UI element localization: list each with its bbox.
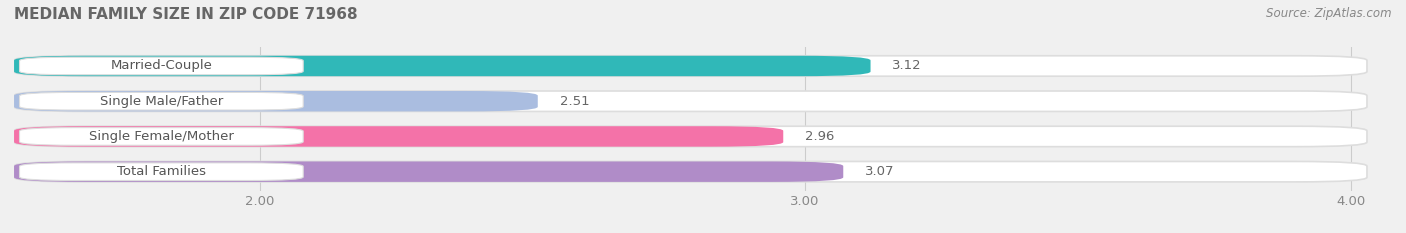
FancyBboxPatch shape: [14, 126, 1367, 147]
FancyBboxPatch shape: [14, 161, 1367, 182]
Text: Single Male/Father: Single Male/Father: [100, 95, 224, 108]
Text: 2.96: 2.96: [806, 130, 834, 143]
Text: MEDIAN FAMILY SIZE IN ZIP CODE 71968: MEDIAN FAMILY SIZE IN ZIP CODE 71968: [14, 7, 357, 22]
FancyBboxPatch shape: [14, 56, 1367, 76]
FancyBboxPatch shape: [14, 91, 537, 111]
FancyBboxPatch shape: [14, 126, 783, 147]
Text: Single Female/Mother: Single Female/Mother: [89, 130, 233, 143]
Text: Married-Couple: Married-Couple: [111, 59, 212, 72]
FancyBboxPatch shape: [14, 56, 870, 76]
FancyBboxPatch shape: [14, 91, 1367, 111]
Text: 3.12: 3.12: [893, 59, 922, 72]
FancyBboxPatch shape: [20, 128, 304, 145]
Text: Total Families: Total Families: [117, 165, 205, 178]
FancyBboxPatch shape: [20, 57, 304, 75]
Text: 2.51: 2.51: [560, 95, 589, 108]
FancyBboxPatch shape: [20, 93, 304, 110]
FancyBboxPatch shape: [20, 163, 304, 181]
Text: Source: ZipAtlas.com: Source: ZipAtlas.com: [1267, 7, 1392, 20]
Text: 3.07: 3.07: [865, 165, 894, 178]
FancyBboxPatch shape: [14, 161, 844, 182]
